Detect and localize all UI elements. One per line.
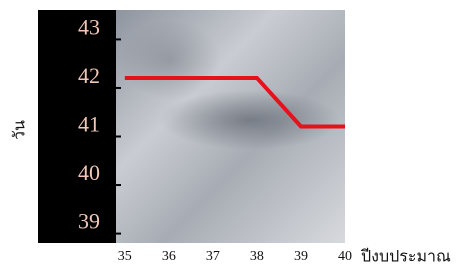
y-tick-label: 39 xyxy=(78,209,100,234)
background-texture xyxy=(120,20,220,100)
chart: วัน ปีงบประมาณ 39 40 41 42 43 35 36 37 38 39 40 xyxy=(0,0,469,267)
x-tick-label: 38 xyxy=(250,249,264,264)
y-tick-label: 42 xyxy=(78,63,100,88)
y-axis-label: วัน xyxy=(10,120,29,140)
y-tick-label: 41 xyxy=(78,112,100,137)
x-tick-label: 40 xyxy=(338,249,352,264)
x-tick-label: 36 xyxy=(162,249,176,264)
y-tick-label: 43 xyxy=(78,14,100,39)
y-axis-panel xyxy=(38,10,116,243)
y-tick-label: 40 xyxy=(78,160,100,185)
x-tick-label: 35 xyxy=(118,249,132,264)
x-tick-label: 37 xyxy=(206,249,220,264)
background-texture xyxy=(160,90,340,150)
x-tick-label: 39 xyxy=(294,249,308,264)
x-axis-label: ปีงบประมาณ xyxy=(361,247,451,266)
